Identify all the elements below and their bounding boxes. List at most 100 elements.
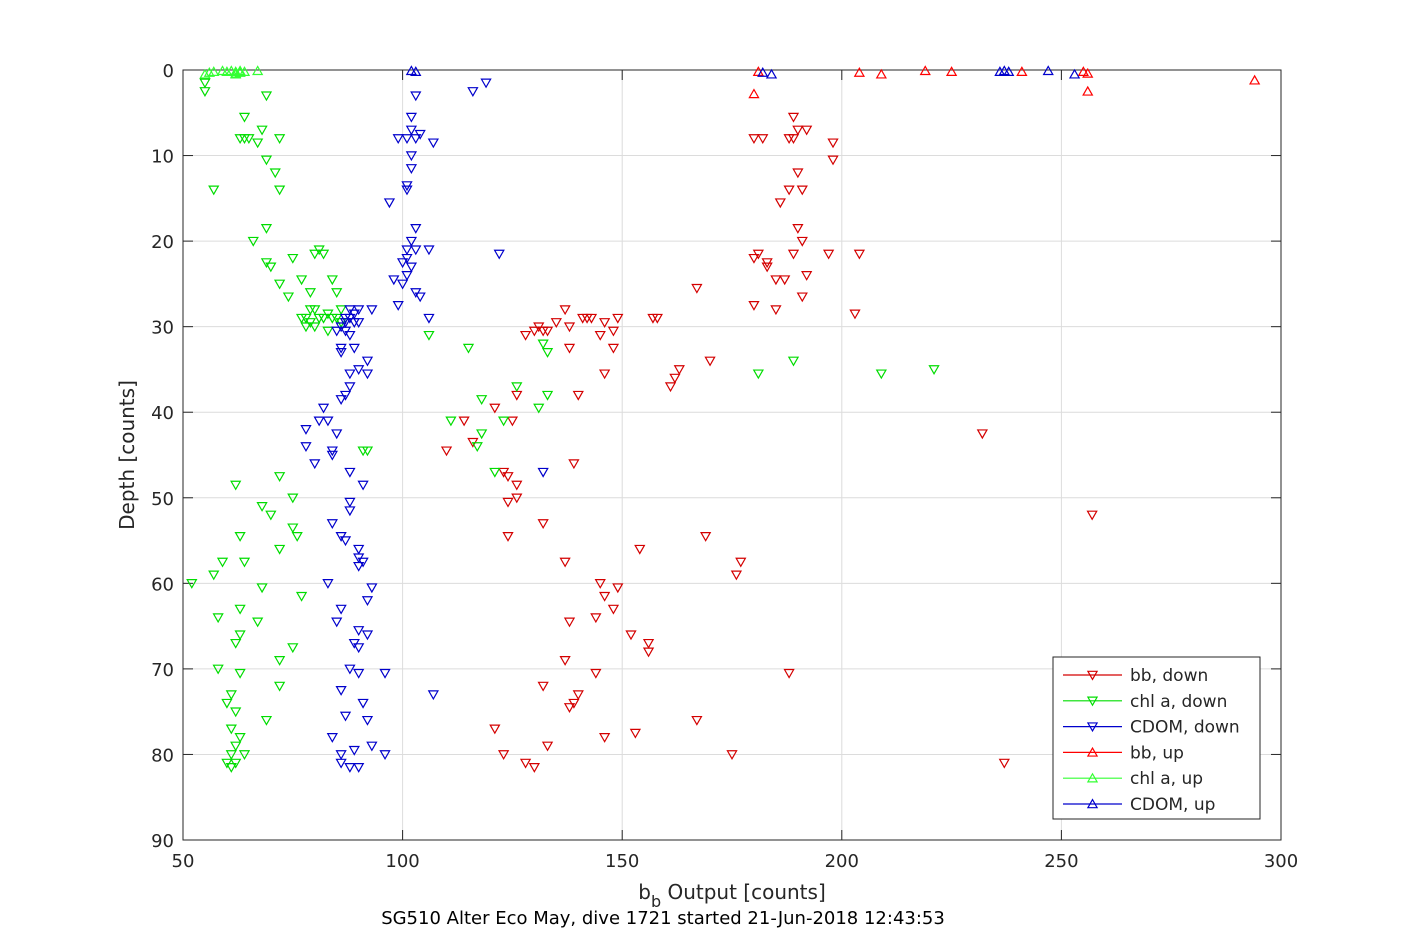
data-point bbox=[629, 728, 642, 739]
data-point bbox=[388, 275, 400, 286]
data-point bbox=[238, 112, 251, 123]
data-point bbox=[410, 91, 422, 102]
data-point bbox=[344, 762, 356, 773]
data-point bbox=[598, 369, 611, 380]
data-point bbox=[405, 262, 418, 273]
data-point bbox=[445, 416, 457, 427]
legend-entry-label: chl a, down bbox=[1130, 692, 1227, 712]
data-point bbox=[783, 668, 795, 679]
data-point bbox=[405, 125, 418, 136]
data-point bbox=[392, 300, 404, 311]
data-point bbox=[353, 643, 365, 654]
data-point bbox=[497, 750, 510, 761]
data-point bbox=[252, 138, 264, 149]
data-point bbox=[489, 724, 501, 735]
data-point bbox=[331, 429, 343, 440]
data-point bbox=[427, 690, 439, 701]
data-point bbox=[405, 164, 418, 174]
data-point bbox=[326, 519, 338, 530]
data-point bbox=[273, 472, 286, 482]
data-point bbox=[537, 681, 549, 692]
data-point bbox=[471, 442, 483, 453]
data-point bbox=[379, 750, 391, 761]
data-point bbox=[203, 66, 215, 77]
data-point bbox=[796, 185, 808, 196]
data-point bbox=[225, 750, 237, 761]
data-point bbox=[511, 493, 523, 504]
axis-ticks: 50 100 150 200 250 300 0 10 20 30 40 50 60 70 80 90 bbox=[151, 61, 1298, 872]
data-point bbox=[392, 134, 404, 145]
data-point bbox=[234, 604, 246, 615]
data-point bbox=[994, 66, 1006, 76]
data-point bbox=[252, 617, 264, 628]
data-point bbox=[326, 450, 338, 461]
data-point bbox=[423, 245, 435, 256]
y-tick-label: 0 bbox=[163, 61, 174, 82]
data-point bbox=[998, 758, 1010, 769]
data-point bbox=[726, 750, 738, 761]
data-point bbox=[335, 348, 347, 358]
data-point bbox=[410, 66, 422, 76]
data-point bbox=[322, 416, 334, 427]
data-point bbox=[273, 656, 286, 666]
data-point bbox=[625, 630, 637, 641]
data-point bbox=[230, 758, 242, 769]
data-point bbox=[405, 236, 418, 247]
chart-caption: SG510 Alter Eco May, dive 1721 started 2… bbox=[381, 908, 945, 929]
data-point bbox=[585, 313, 598, 324]
data-point bbox=[405, 151, 418, 162]
data-point bbox=[357, 480, 369, 491]
data-point bbox=[1082, 85, 1094, 96]
data-point bbox=[770, 275, 782, 286]
legend-marker bbox=[1086, 670, 1099, 681]
data-point bbox=[1077, 66, 1089, 76]
data-point bbox=[440, 446, 453, 457]
data-point bbox=[528, 762, 540, 773]
data-point bbox=[502, 472, 514, 482]
data-point bbox=[849, 309, 861, 320]
x-tick-label: 200 bbox=[825, 851, 859, 872]
data-point bbox=[295, 591, 308, 602]
data-point bbox=[238, 557, 251, 568]
plot-frame bbox=[182, 69, 1282, 841]
data-point bbox=[875, 68, 887, 79]
y-tick-label: 80 bbox=[151, 745, 174, 766]
data-point bbox=[537, 339, 549, 350]
data-point bbox=[572, 690, 584, 701]
x-axis-title: bb Output [counts] bbox=[638, 880, 826, 911]
data-point bbox=[256, 125, 268, 136]
data-point bbox=[787, 112, 800, 123]
data-point bbox=[563, 343, 576, 354]
data-point bbox=[208, 570, 220, 581]
grid-lines bbox=[182, 69, 1282, 841]
data-point bbox=[414, 292, 426, 303]
data-point bbox=[669, 373, 681, 384]
data-point bbox=[730, 570, 743, 581]
data-point bbox=[344, 382, 356, 393]
data-point bbox=[634, 544, 646, 555]
data-point bbox=[502, 497, 514, 508]
data-point bbox=[612, 313, 624, 324]
data-point bbox=[792, 168, 804, 179]
data-point bbox=[801, 271, 813, 281]
data-point bbox=[344, 369, 356, 380]
x-axis-title-main: b bbox=[638, 880, 651, 904]
data-point bbox=[519, 330, 532, 341]
x-tick-label: 300 bbox=[1264, 851, 1298, 872]
data-point bbox=[326, 733, 338, 743]
data-point bbox=[827, 138, 839, 149]
y-tick-label: 30 bbox=[151, 318, 174, 339]
data-point bbox=[344, 330, 356, 341]
data-point bbox=[401, 271, 413, 281]
legend-entry-label: bb, up bbox=[1130, 743, 1184, 763]
data-point bbox=[792, 223, 804, 234]
data-point bbox=[208, 66, 220, 76]
data-point bbox=[700, 531, 712, 542]
data-point bbox=[748, 88, 760, 99]
data-point bbox=[186, 579, 198, 589]
data-point bbox=[361, 446, 374, 457]
data-point bbox=[757, 66, 769, 77]
data-point bbox=[405, 112, 418, 123]
data-point bbox=[673, 365, 685, 376]
legend: bb, down chl a, down CDOM, down bb, up chl a… bbox=[1052, 656, 1261, 820]
